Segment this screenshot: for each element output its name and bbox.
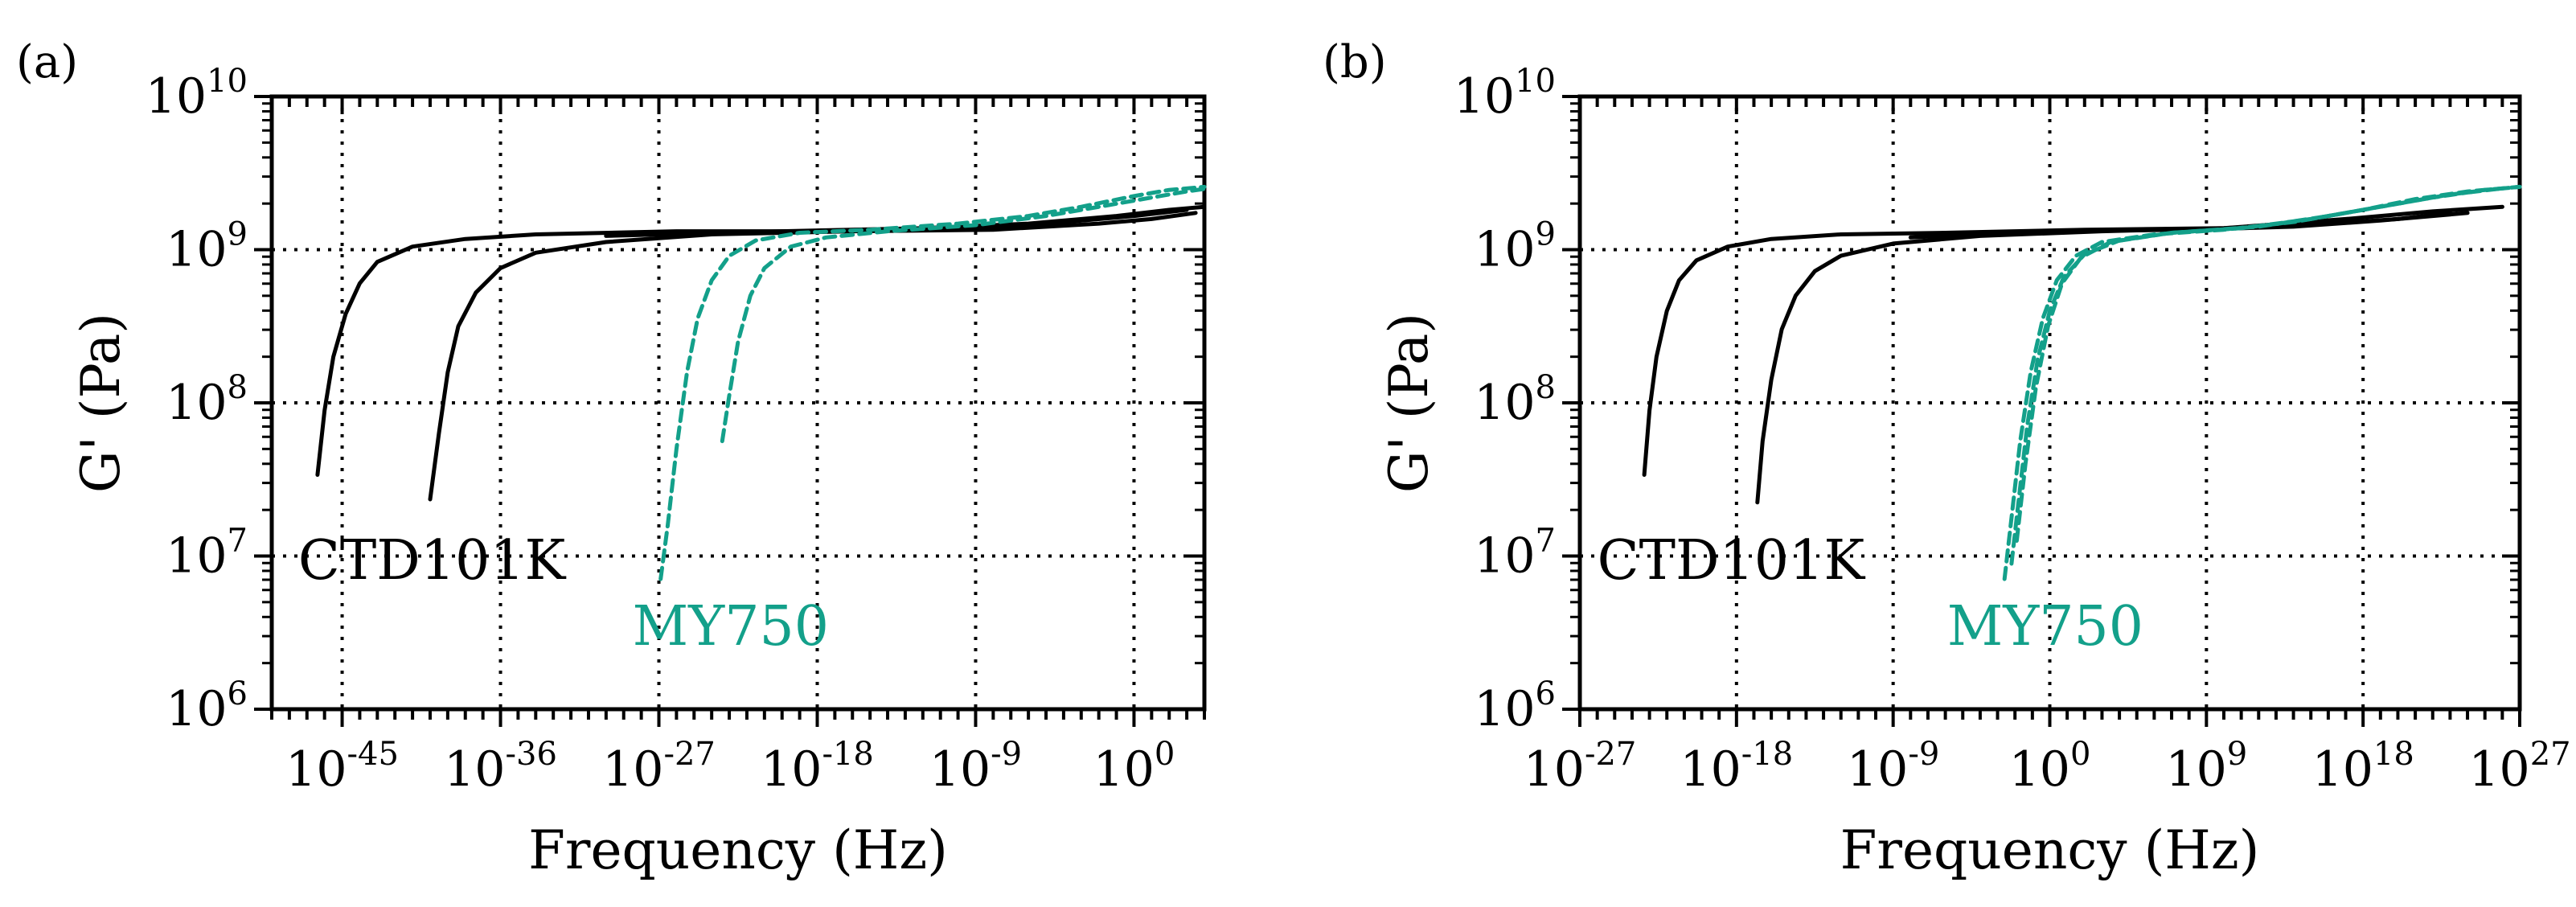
x-tick-label: 1018 (2312, 736, 2414, 798)
y-tick-label: 109 (1474, 216, 1556, 278)
annotation-ctd101k: CTD101K (298, 529, 567, 593)
x-tick-label: 1027 (2468, 736, 2570, 798)
x-axis-title: Frequency (Hz) (1840, 819, 2260, 881)
x-tick-label: 10-18 (1680, 736, 1793, 798)
x-tick-label: 10-36 (444, 736, 557, 798)
series-line-my750-6 (2014, 186, 2504, 543)
x-tick-label: 10-9 (1847, 736, 1939, 798)
annotation-my750: MY750 (633, 595, 829, 659)
gridlines (272, 96, 1204, 709)
series-line-my750-4 (658, 184, 1207, 581)
y-axis-title: G' (Pa) (1378, 313, 1440, 493)
y-tick-label: 106 (1474, 675, 1556, 737)
series-line-my750-5 (2009, 184, 2522, 566)
panel-a: (a) 10-45 10-36 10-27 10-18 10-9 100 106 107 108 1… (16, 36, 1210, 881)
panel-b: (b) 10-27 10-18 10-9 100 109 1018 1027 106 107 108… (1323, 36, 2571, 881)
series-lines (315, 184, 1210, 581)
y-tick-label: 109 (166, 216, 248, 278)
series-line-ctd101k-3 (604, 204, 1207, 238)
series-lines (1642, 184, 2522, 581)
panel-label: (b) (1323, 36, 1387, 88)
y-tick-label: 108 (1474, 369, 1556, 431)
annotation-ctd101k: CTD101K (1598, 529, 1866, 593)
annotation-my750: MY750 (1947, 595, 2143, 659)
y-axis-title: G' (Pa) (70, 313, 132, 493)
panel-label: (a) (16, 36, 78, 88)
series-line-ctd101k-2 (1755, 204, 2504, 505)
series-line-my750-5 (720, 186, 1210, 444)
x-tick-label: 10-27 (1524, 736, 1637, 798)
gridlines (1580, 96, 2520, 709)
series-line-ctd101k-1 (315, 207, 1189, 477)
x-tick-label: 10-18 (761, 736, 874, 798)
x-tick-label: 100 (2009, 736, 2091, 798)
series-line-ctd101k-2 (428, 211, 1198, 502)
y-tick-label: 108 (166, 369, 248, 431)
x-tick-label: 10-27 (602, 736, 716, 798)
y-tick-label: 1010 (146, 63, 248, 125)
x-tick-label: 109 (2165, 736, 2247, 798)
axis-ticks (254, 95, 1206, 727)
y-tick-label: 106 (166, 675, 248, 737)
x-tick-label: 10-45 (285, 736, 399, 798)
x-axis-title: Frequency (Hz) (528, 819, 948, 881)
series-line-my750-4 (2002, 184, 2522, 581)
x-tick-label: 10-9 (929, 736, 1022, 798)
x-tick-label: 100 (1093, 736, 1175, 798)
axis-ticks (1562, 95, 2521, 727)
y-tick-label: 107 (1474, 523, 1556, 585)
y-tick-label: 107 (166, 523, 248, 585)
y-tick-label: 1010 (1454, 63, 1556, 125)
